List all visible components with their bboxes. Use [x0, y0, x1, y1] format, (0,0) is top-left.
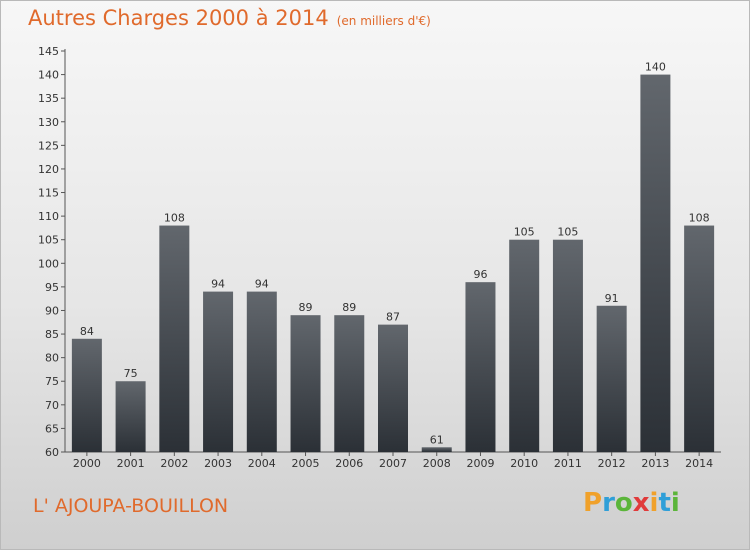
x-tick-label: 2014 — [685, 457, 713, 470]
y-tick-label: 135 — [38, 92, 59, 105]
chart-axes: 60 65 70 75 80 85 90 95 100 105 110 115 120 125 130 135… — [38, 45, 721, 459]
y-tick-label: 110 — [38, 210, 59, 223]
x-tick-label: 2004 — [248, 457, 276, 470]
logo-letter: t — [658, 488, 671, 518]
y-tick-label: 85 — [45, 328, 59, 341]
x-tick-label: 2009 — [466, 457, 494, 470]
chart-unit-text: (en milliers d'€) — [336, 14, 431, 28]
logo-letter: i — [670, 488, 680, 518]
bar — [596, 305, 627, 452]
y-tick-label: 120 — [38, 163, 59, 176]
bar-value-label: 108 — [689, 212, 710, 225]
bar-value-label: 91 — [605, 292, 619, 305]
bar-value-label: 61 — [430, 433, 444, 446]
x-tick-label: 2006 — [335, 457, 363, 470]
chart-title: Autres Charges 2000 à 2014 (en milliers d… — [28, 6, 431, 30]
bar-value-label: 105 — [557, 226, 578, 239]
chart-title-text: Autres Charges 2000 à 2014 — [28, 6, 329, 30]
logo-letter: i — [649, 488, 659, 518]
bar-value-label: 105 — [514, 226, 535, 239]
bar-value-label: 94 — [211, 278, 225, 291]
x-tick-label: 2003 — [204, 457, 232, 470]
bar-value-label: 89 — [299, 301, 313, 314]
x-tick-label: 2008 — [423, 457, 451, 470]
bar — [421, 447, 452, 452]
x-tick-label: 2013 — [641, 457, 669, 470]
bar-value-label: 84 — [80, 325, 94, 338]
x-tick-label: 2012 — [598, 457, 626, 470]
bar — [71, 338, 102, 452]
logo-letter: x — [632, 488, 650, 518]
proxiti-logo: Proxiti — [583, 488, 680, 518]
bar-value-label: 89 — [342, 301, 356, 314]
bar — [246, 291, 277, 452]
y-tick-label: 145 — [38, 45, 59, 58]
bar-value-label: 108 — [164, 212, 185, 225]
logo-letter: P — [583, 488, 603, 518]
y-tick-label: 100 — [38, 257, 59, 270]
bar — [159, 225, 190, 452]
y-tick-label: 60 — [45, 446, 59, 459]
bar — [465, 282, 496, 452]
bar — [203, 291, 234, 452]
y-tick-label: 130 — [38, 116, 59, 129]
commune-name: L' AJOUPA-BOUILLON — [33, 495, 229, 517]
bar — [378, 324, 408, 452]
y-tick-label: 75 — [45, 375, 59, 388]
bar-value-label: 140 — [645, 61, 666, 74]
x-tick-label: 2000 — [73, 457, 101, 470]
x-tick-label: 2007 — [379, 457, 407, 470]
bar — [640, 74, 671, 453]
bar — [552, 239, 583, 452]
y-tick-label: 80 — [45, 352, 59, 365]
x-tick-label: 2011 — [554, 457, 582, 470]
logo-letter: r — [602, 488, 615, 518]
bar-value-label: 75 — [124, 367, 138, 380]
chart-labels: 84 2000 75 2001 108 2002 94 2003 94 2004 89 2005 89 2… — [73, 61, 713, 470]
bar — [684, 225, 715, 452]
bar — [115, 381, 146, 452]
bar — [290, 315, 321, 452]
y-tick-label: 65 — [45, 422, 59, 435]
y-tick-label: 115 — [38, 187, 59, 200]
y-tick-label: 90 — [45, 304, 59, 317]
bar — [334, 315, 365, 452]
chart-bars — [71, 74, 715, 453]
logo-letter: o — [614, 488, 633, 518]
x-tick-label: 2005 — [292, 457, 320, 470]
bar-value-label: 96 — [473, 268, 487, 281]
bar-value-label: 94 — [255, 278, 269, 291]
x-tick-label: 2002 — [160, 457, 188, 470]
y-tick-label: 140 — [38, 69, 59, 82]
y-tick-label: 105 — [38, 234, 59, 247]
x-tick-label: 2010 — [510, 457, 538, 470]
bar — [509, 239, 540, 452]
x-tick-label: 2001 — [117, 457, 145, 470]
y-tick-label: 70 — [45, 399, 59, 412]
bar-value-label: 87 — [386, 311, 400, 324]
y-tick-label: 125 — [38, 139, 59, 152]
y-tick-label: 95 — [45, 281, 59, 294]
